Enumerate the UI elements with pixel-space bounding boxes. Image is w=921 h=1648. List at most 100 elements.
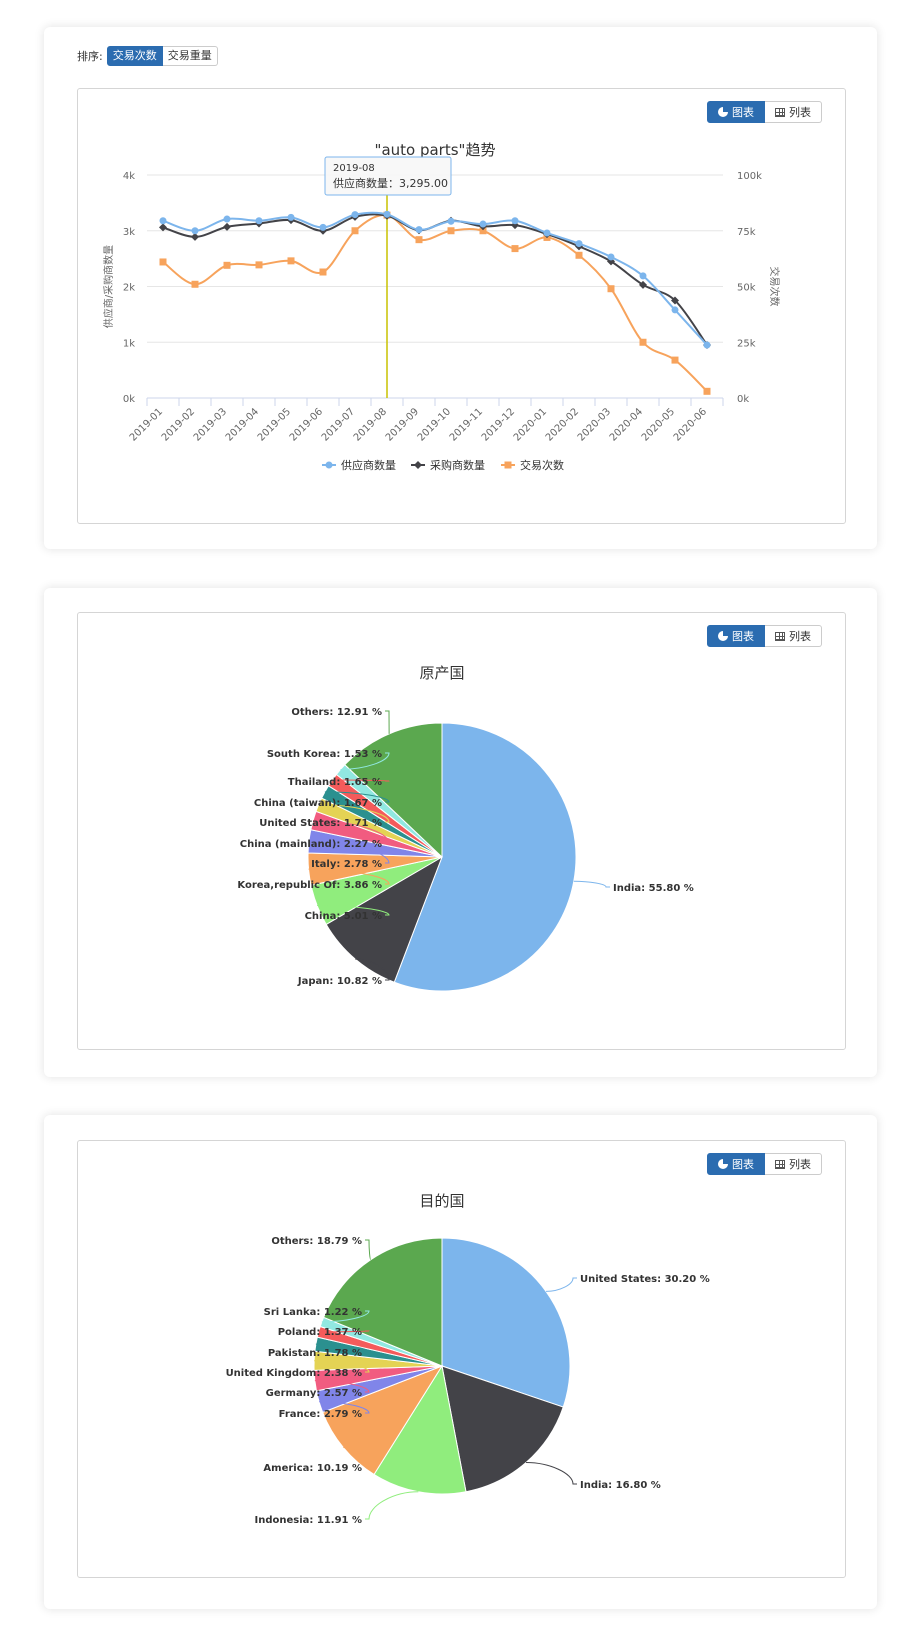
chart-view-button[interactable]: 图表 xyxy=(707,101,765,123)
connector-line xyxy=(314,1380,370,1393)
legend-symbol xyxy=(325,461,333,469)
series-0 xyxy=(159,210,711,349)
list-view-label: 列表 xyxy=(789,631,811,643)
slice-label: Germany: 2.57 % xyxy=(266,1388,362,1399)
connector-line xyxy=(321,1310,370,1323)
y-left-tick-label: 4k xyxy=(123,171,135,182)
slice-label: India: 16.80 % xyxy=(580,1480,661,1491)
connector-line xyxy=(308,868,390,885)
slice-label: South Korea: 1.53 % xyxy=(267,749,382,760)
slice-label: United States: 1.71 % xyxy=(259,818,382,829)
slice-label: Others: 12.91 % xyxy=(291,707,382,718)
data-point xyxy=(703,387,711,395)
x-tick-label: 2019-12 xyxy=(480,406,517,443)
data-point xyxy=(479,220,487,228)
slice-label: France: 2.79 % xyxy=(279,1409,362,1420)
connector-line xyxy=(319,1401,370,1414)
connector-line xyxy=(365,1239,372,1261)
pie-slices xyxy=(307,722,577,992)
connector-line xyxy=(365,1491,419,1520)
sort-by-trade-count-button[interactable]: 交易次数 xyxy=(106,46,163,66)
y-left-tick-label: 0k xyxy=(123,394,135,405)
data-point xyxy=(319,268,327,276)
connector-line xyxy=(332,779,390,782)
list-view-button[interactable]: 列表 xyxy=(765,101,822,123)
legend-item[interactable]: 供应商数量 xyxy=(322,458,396,472)
data-point xyxy=(351,227,359,235)
pie-labels: India: 55.80 % Japan: 10.82 % China: 5.01 … xyxy=(237,707,693,987)
destination-pie-chart: 目的国 United States: 30.20 % India: 16.80 % I… xyxy=(226,1192,710,1526)
y-right-axis-title: 交易次数 xyxy=(768,267,781,307)
connector-line xyxy=(340,752,390,770)
slice-label: Italy: 2.78 % xyxy=(311,859,382,870)
slice-label: America: 10.19 % xyxy=(263,1463,362,1474)
list-view-button[interactable]: 列表 xyxy=(765,1153,822,1175)
list-view-button[interactable]: 列表 xyxy=(765,625,822,647)
data-point xyxy=(255,217,263,225)
legend-label: 供应商数量 xyxy=(341,458,396,472)
y-right-tick-label: 0k xyxy=(737,394,749,405)
data-point xyxy=(671,356,679,364)
legend-item[interactable]: 采购商数量 xyxy=(411,458,485,472)
slice-label: Pakistan: 1.78 % xyxy=(268,1348,362,1359)
pie-chart-icon xyxy=(718,107,728,117)
data-point xyxy=(575,251,583,259)
x-tick-label: 2020-06 xyxy=(672,406,709,443)
series-2 xyxy=(159,211,711,395)
pie-labels: United States: 30.20 % India: 16.80 % Indo… xyxy=(226,1236,710,1526)
slice-label: China (mainland): 2.27 % xyxy=(240,839,382,850)
data-point xyxy=(383,210,391,218)
pie-slice[interactable] xyxy=(393,722,577,992)
pie-slice[interactable] xyxy=(322,1237,443,1367)
view-toggle: 图表 列表 xyxy=(707,1153,822,1175)
x-tick-label: 2019-08 xyxy=(352,406,389,443)
x-tick-label: 2020-04 xyxy=(608,406,645,443)
y-right-tick-label: 25k xyxy=(737,338,756,349)
view-toggle: 图表 列表 xyxy=(707,625,822,647)
slice-label: United Kingdom: 2.38 % xyxy=(226,1368,362,1379)
trend-line-chart: "auto parts"趋势 0k 1k 2k 3k 4k 0k 25k 50k 75k 100k 供… xyxy=(102,141,781,472)
data-point xyxy=(223,222,231,231)
series-line xyxy=(162,213,708,393)
sort-label: 排序: xyxy=(77,50,103,63)
legend-symbol xyxy=(414,461,422,469)
x-tick-label: 2020-01 xyxy=(512,406,549,443)
data-point xyxy=(639,272,647,280)
x-tick-label: 2020-02 xyxy=(544,406,581,443)
y-left-tick-label: 1k xyxy=(123,338,135,349)
sort-by-trade-weight-button[interactable]: 交易重量 xyxy=(162,46,218,66)
data-point xyxy=(671,296,679,305)
legend-item[interactable]: 交易次数 xyxy=(501,458,564,472)
x-tick-label: 2019-05 xyxy=(256,406,293,443)
origin-chart-panel: 图表 列表 原产国 India: 55.80 % Japan: 10.82 % Chi… xyxy=(77,612,846,1050)
chart-view-label: 图表 xyxy=(732,1159,754,1171)
data-point xyxy=(191,232,199,241)
data-point xyxy=(287,257,295,265)
connector-line xyxy=(318,804,390,823)
connector-line xyxy=(318,1330,370,1333)
chart-view-button[interactable]: 图表 xyxy=(707,625,765,647)
trend-card: 排序: 交易次数 交易重量 图表 列表 "auto parts"趋势 0k 1k 2k… xyxy=(44,27,877,549)
chart-title: 原产国 xyxy=(419,664,464,682)
data-point xyxy=(575,240,583,248)
pie-slice[interactable] xyxy=(441,1365,564,1493)
tooltip-value: 3,295.00 xyxy=(399,177,448,190)
data-point xyxy=(415,236,423,244)
data-point xyxy=(543,229,551,237)
slice-label: Thailand: 1.65 % xyxy=(288,777,382,788)
slice-label: India: 55.80 % xyxy=(613,883,694,894)
pie-slice[interactable] xyxy=(344,722,443,859)
data-point xyxy=(447,217,455,225)
pie-slice[interactable] xyxy=(373,1364,467,1495)
list-view-label: 列表 xyxy=(789,107,811,119)
x-tick-label: 2019-10 xyxy=(416,406,453,443)
chart-view-label: 图表 xyxy=(732,631,754,643)
connector-line xyxy=(308,840,390,864)
slice-label: United States: 30.20 % xyxy=(580,1274,710,1285)
connector-line xyxy=(546,1277,577,1292)
chart-view-button[interactable]: 图表 xyxy=(707,1153,765,1175)
series-line xyxy=(162,211,708,346)
trend-chart-panel: 图表 列表 "auto parts"趋势 0k 1k 2k 3k 4k 0k 25k 50k 75… xyxy=(77,88,846,524)
connector-line xyxy=(324,791,390,803)
x-tick-label: 2019-11 xyxy=(448,406,485,443)
